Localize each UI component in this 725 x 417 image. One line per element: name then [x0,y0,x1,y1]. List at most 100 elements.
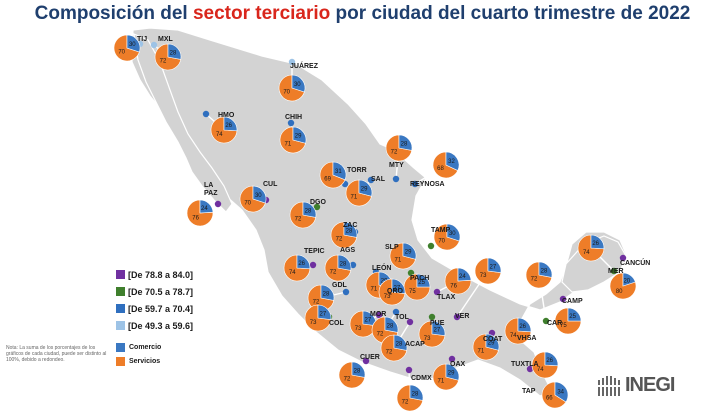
city-labels: TIJ MXL JUÁREZ HMO CHIH TORR MTY REYNOSA SAL LA PA… [137,36,650,395]
legend-range-row: [De 78.8 a 84.0] [116,266,193,283]
city-dot-hmo [202,110,210,118]
city-label-cuer: CUER [360,354,380,361]
legend-series-label: Servicios [129,357,161,365]
pie-value-servicios: 71 [285,142,292,148]
pie-value-comercio: 34 [557,389,564,395]
pie-value-comercio: 29 [361,187,368,193]
city-label-ju-rez: JUÁREZ [290,61,319,70]
city-label-canc-n: CANCÚN [620,258,650,267]
city-dot-gdl [342,288,350,296]
pie-slice-comercio [446,223,461,242]
pie-slice-comercio [393,334,408,351]
pie-slice-comercio [302,201,317,218]
city-label-chih: CHIH [285,114,302,121]
city-label-mor: MOR [370,311,386,318]
pie-slice-comercio [544,351,559,367]
pie-slice-comercio [291,74,306,93]
pie-value-servicios: 70 [283,89,290,95]
city-label-dgo: DGO [310,199,327,206]
pie-slice-comercio [485,333,500,351]
pie-value-servicios: 70 [438,238,445,244]
pie-slice-comercio [384,316,399,333]
city-dot-reynosa [411,180,419,188]
city-dot-la-paz [214,200,222,208]
pie-value-servicios: 72 [344,377,351,383]
pie-value-comercio: 28 [170,50,177,56]
pie-slice-servicios [239,185,266,213]
pie-value-comercio: 25 [569,314,576,320]
title-part-1: Composición del [34,3,193,24]
pie-value-servicios: 71 [351,195,358,201]
pie-slice-comercio [416,273,431,288]
inegi-logo-text: INEGI [625,374,675,396]
city-dot-cdmx [405,366,413,374]
pie-value-comercio: 28 [305,208,312,214]
pie-value-servicios: 66 [546,396,553,402]
legend-swatch [116,321,125,330]
city-dot-mty [392,175,400,183]
city-dot-dgo [313,203,321,211]
city-label-hmo: HMO [218,112,235,119]
pie-slice-comercio [402,242,417,260]
pie-slice-comercio [223,116,238,132]
pie-value-comercio: 27 [394,285,401,291]
pie-value-comercio: 28 [354,368,361,374]
legend-range-label: [De 49.3 a 59.6] [128,320,194,331]
pie-value-servicios: 72 [391,150,398,156]
pie-value-comercio: 27 [434,327,441,333]
title-highlight: sector terciario [192,3,331,24]
legend-swatch [116,270,125,279]
pie-slice-comercio [167,43,182,60]
city-label-acap: ACAP [405,341,425,348]
pie-value-servicios: 73 [424,336,431,342]
pie-value-servicios: 73 [355,326,362,332]
pie-value-servicios: 75 [560,323,567,329]
pie-value-comercio: 28 [412,391,419,397]
pie-value-comercio: 31 [335,169,342,175]
city-dot-ver [453,313,461,321]
city-dot-tamp [427,242,435,250]
pie-slice-comercio [337,254,352,271]
pie-slice-comercio [538,261,553,278]
pie-slice-servicios [541,381,567,409]
city-label-col: COL [329,320,345,327]
legend-range-label: [De 59.7 a 70.4] [128,303,194,314]
city-label-oax: OAX [450,361,466,368]
pie-value-comercio: 28 [323,291,330,297]
legend-range-label: [De 78.8 a 84.0] [128,269,194,280]
city-dot-car [542,317,550,325]
pie-slice-comercio [296,254,311,270]
city-dot-camp [559,295,567,303]
legend-range-row: [De 49.3 a 59.6] [116,317,193,334]
mexico-landmass [131,27,627,397]
pie-value-comercio: 26 [298,261,305,267]
pie-value-comercio: 26 [519,324,526,330]
pie-value-servicios: 72 [386,350,393,356]
pie-torr: 31 69 [319,161,347,189]
pie-value-servicios: 72 [330,270,337,276]
city-label-tij: TIJ [137,36,147,43]
city-label-sal: SAL [371,176,386,183]
pie-value-comercio: 28 [541,268,548,274]
pie-value-servicios: 74 [510,333,517,339]
legend-range-row: [De 59.7 a 70.4] [116,300,193,317]
city-label-slp: SLP [385,244,399,251]
city-dot-pue [428,313,436,321]
pie-value-servicios: 80 [616,289,623,295]
pie-value-servicios: 72 [377,332,384,338]
pie-value-comercio: 27 [365,317,372,323]
pie-value-comercio: 29 [488,341,495,347]
pie-slice-comercio [590,234,605,250]
city-label-ags: AGS [340,247,356,254]
map-title: Composición del sector terciario por ciu… [0,3,725,25]
